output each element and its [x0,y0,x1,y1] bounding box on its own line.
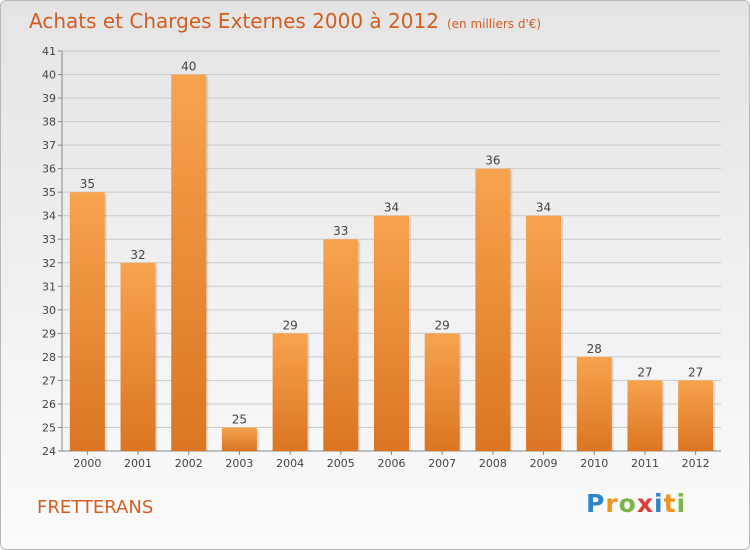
bar-2001 [120,262,156,451]
y-tick-label: 28 [42,351,56,364]
bar-2010 [576,356,612,451]
bar-2005 [323,239,359,451]
x-tick-label: 2008 [479,457,507,470]
value-label: 28 [587,342,602,356]
x-tick-label: 2010 [580,457,608,470]
value-label: 27 [637,365,652,379]
value-label: 29 [435,318,450,332]
y-tick-label: 36 [42,163,56,176]
bar-2006 [374,215,409,451]
x-tick-label: 2001 [124,457,152,470]
x-tick-label: 2000 [73,457,101,470]
bar-2002 [171,74,207,451]
x-tick-label: 2002 [175,457,203,470]
y-tick-label: 26 [42,398,56,411]
y-tick-label: 37 [42,139,56,152]
logo-letter: o [618,489,637,518]
logo-letter: P [586,489,606,518]
logo-letter: t [663,489,677,518]
y-tick-label: 32 [42,257,56,270]
value-label: 29 [282,318,297,332]
y-tick-label: 25 [42,421,56,434]
bar-2011 [627,380,663,451]
value-label: 32 [130,248,145,262]
y-tick-label: 39 [42,92,56,105]
y-tick-label: 30 [42,304,56,317]
value-label: 25 [232,412,247,426]
x-tick-label: 2003 [225,457,253,470]
x-tick-label: 2011 [631,457,659,470]
x-tick-label: 2012 [682,457,710,470]
commune-name: FRETTERANS [37,497,154,518]
bar-2009 [526,215,562,451]
bar-2004 [272,333,308,451]
bar-2000 [69,192,105,452]
value-label: 35 [80,177,95,191]
x-tick-label: 2006 [378,457,406,470]
y-tick-label: 34 [42,210,56,223]
y-tick-label: 38 [42,116,56,129]
value-label: 33 [333,224,348,238]
logo-letter: x [636,489,654,518]
proxiti-logo: Proxiti [586,489,686,518]
x-tick-label: 2009 [530,457,558,470]
value-label: 40 [181,60,196,74]
x-tick-label: 2004 [276,457,304,470]
labels: 24 25 26 27 28 29 30 31 32 33 34 35 36 37 38 39 40 41 35 20… [42,45,710,470]
bar-2003 [221,427,257,451]
y-tick-label: 41 [42,45,56,58]
bar-2007 [424,333,460,451]
bar-2008 [475,168,511,451]
chart-title-text: Achats et Charges Externes 2000 à 2012 [29,9,439,33]
bars [69,74,716,452]
y-tick-label: 33 [42,233,56,246]
value-label: 36 [485,154,500,168]
x-tick-label: 2005 [327,457,355,470]
value-label: 34 [536,201,551,215]
value-label: 27 [688,365,703,379]
y-tick-label: 29 [42,327,56,340]
x-tick-label: 2007 [428,457,456,470]
logo-letter: r [605,489,619,518]
y-tick-label: 40 [42,69,56,82]
logo-letter: i [654,489,664,518]
y-tick-label: 27 [42,374,56,387]
y-tick-label: 24 [42,445,56,458]
bar-2012 [678,380,714,451]
value-label: 34 [384,201,399,215]
logo-letter: i [676,489,687,518]
chart-title: Achats et Charges Externes 2000 à 2012 (e… [29,9,541,33]
chart-subtitle: (en milliers d'€) [446,17,542,31]
y-tick-label: 35 [42,186,56,199]
y-tick-label: 31 [42,280,56,293]
